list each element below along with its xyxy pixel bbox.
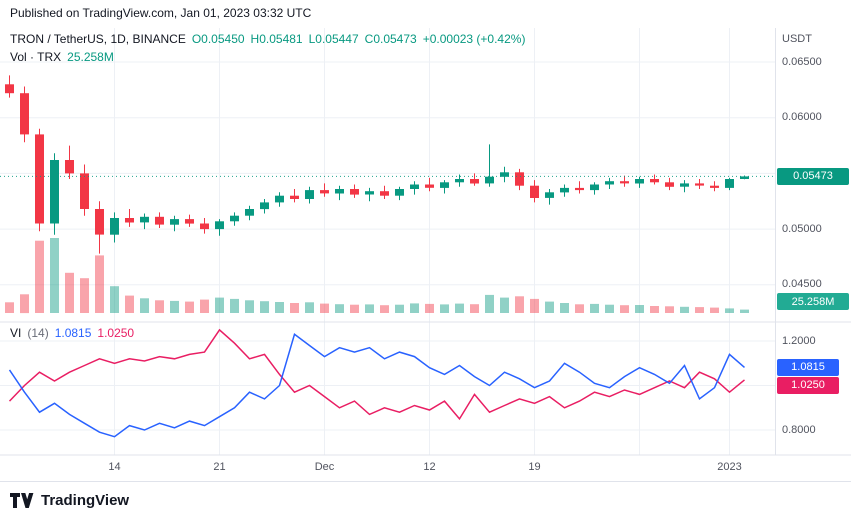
price-axis-label: 0.06000: [782, 111, 822, 124]
volume-value-badge: 25.258M: [777, 293, 849, 310]
publish-bar: Published on TradingView.com, Jan 01, 20…: [10, 6, 312, 20]
ohlc-change: +0.00023 (+0.42%): [422, 32, 526, 46]
candles: [5, 75, 749, 254]
vi-plus-line: [8, 333, 745, 438]
time-axis-label: 21: [213, 461, 226, 473]
price-axis-label: 0.04500: [782, 278, 822, 291]
symbol-title: TRON / TetherUS, 1D, BINANCE: [10, 32, 186, 46]
time-axis-label: Dec: [314, 461, 335, 473]
bottom-brand-bar: TradingView: [0, 482, 851, 518]
price-grid: [0, 61, 775, 286]
ohlc-low: L0.05447: [308, 32, 359, 46]
time-axis-label: 12: [423, 461, 436, 473]
vi-axis-label: 0.8000: [782, 423, 816, 436]
vi-label: VI: [10, 326, 22, 340]
vi-minus-value: 1.0250: [97, 326, 135, 340]
price-axis-unit: USDT: [782, 33, 812, 45]
volume-label: Vol · TRX: [10, 50, 62, 64]
time-axis-label: 14: [108, 461, 121, 473]
vi-plus-badge: 1.0815: [777, 358, 839, 376]
vi-plus-value: 1.0815: [54, 326, 92, 340]
vi-legend[interactable]: VI (14) 1.0815 1.0250: [10, 326, 134, 340]
ohlc-high: H0.05481: [250, 32, 303, 46]
vi-grid: [0, 340, 775, 431]
tradingview-logo-icon[interactable]: [10, 492, 34, 508]
time-axis-label: 19: [528, 461, 541, 473]
price-axis-label: 0.05000: [782, 222, 822, 235]
symbol-legend[interactable]: TRON / TetherUS, 1D, BINANCE O0.05450 H0…: [10, 32, 525, 46]
price-axis-label: 0.06500: [782, 55, 822, 68]
vi-axis-label: 1.2000: [782, 334, 816, 347]
vi-minus-badge: 1.0250: [777, 376, 839, 394]
pane-separators: [0, 28, 851, 482]
ohlc-close: C0.05473: [364, 32, 417, 46]
last-price-badge: 0.05473: [777, 167, 849, 185]
time-axis-label: 2023: [717, 461, 742, 473]
vi-minus-line: [8, 328, 745, 421]
volume-value: 25.258M: [67, 50, 114, 64]
ohlc-open: O0.05450: [191, 32, 245, 46]
vi-params: (14): [27, 326, 49, 340]
time-grid: [114, 28, 730, 455]
volume-legend[interactable]: Vol · TRX 25.258M: [10, 50, 114, 64]
brand-name[interactable]: TradingView: [41, 491, 130, 509]
volume-bars: [5, 238, 749, 314]
